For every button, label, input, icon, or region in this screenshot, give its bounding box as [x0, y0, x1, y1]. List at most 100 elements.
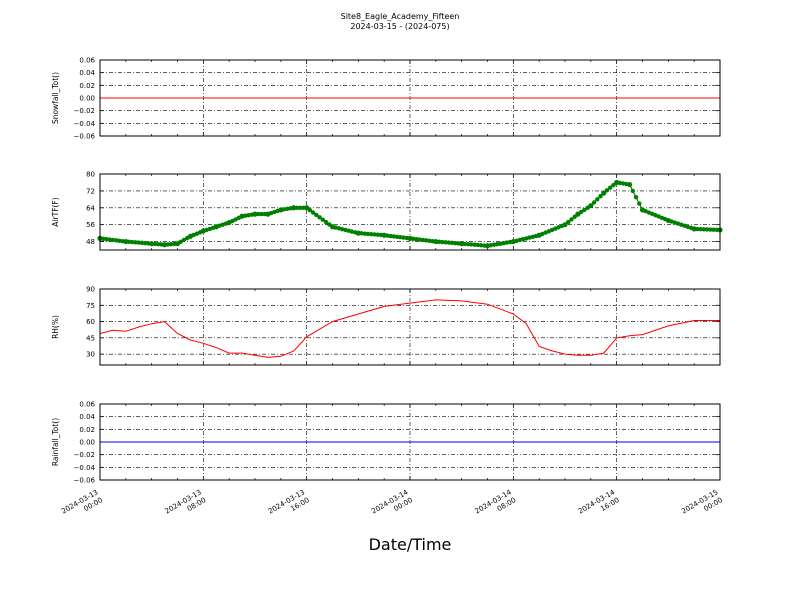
data-point: [398, 235, 403, 240]
data-point: [453, 240, 458, 246]
chart-subtitle: 2024-03-15 - (2024-075): [350, 22, 449, 31]
data-point: [704, 227, 710, 232]
data-point: [624, 181, 629, 187]
data-point: [298, 205, 303, 210]
data-point: [181, 237, 187, 243]
panel-frame: [99, 59, 721, 137]
data-point: [281, 207, 287, 212]
data-point: [423, 238, 429, 243]
data-point: [417, 237, 422, 242]
y-axis-label: Snowfall_Tot(): [51, 72, 60, 124]
y-tick-label: 0.06: [79, 401, 95, 409]
data-point: [637, 201, 642, 206]
y-tick-label: 30: [86, 351, 95, 359]
data-point: [559, 223, 564, 229]
data-point: [143, 240, 148, 246]
data-point: [394, 234, 400, 240]
data-point: [301, 205, 306, 210]
y-tick-label: 0.00: [79, 439, 95, 447]
data-point: [165, 242, 171, 247]
data-point: [598, 193, 603, 199]
data-point: [617, 180, 623, 186]
panel-3: 0.06 0.04 0.02 0.00 −0.02 −0.04 −0.06 Rainfall_…: [51, 401, 721, 485]
y-tick-label: 0.02: [79, 426, 95, 434]
data-point: [469, 242, 474, 247]
data-point: [210, 225, 216, 231]
data-point: [688, 225, 694, 231]
data-point: [249, 212, 254, 217]
data-point: [323, 219, 329, 225]
data-point: [462, 241, 468, 247]
data-point: [585, 205, 590, 210]
data-point: [414, 236, 419, 242]
data-point: [420, 237, 426, 243]
y-tick-label: 56: [86, 221, 95, 229]
data-point: [630, 188, 636, 194]
y-tick-label: 0.06: [79, 57, 95, 65]
data-point: [578, 209, 584, 215]
data-point: [582, 207, 587, 213]
y-axis-label: RH(%): [51, 315, 60, 339]
data-point: [359, 231, 364, 236]
data-point: [533, 233, 539, 239]
data-point: [695, 226, 700, 232]
data-point: [472, 242, 477, 247]
data-point: [714, 227, 719, 233]
data-point: [494, 241, 500, 247]
data-point: [133, 240, 138, 245]
data-point: [256, 211, 261, 217]
data-point: [475, 242, 481, 248]
data-point: [107, 237, 112, 242]
data-point: [243, 213, 248, 218]
data-point: [662, 216, 668, 222]
data-point: [449, 240, 455, 246]
data-point: [404, 235, 409, 241]
data-point: [507, 239, 513, 245]
data-point: [436, 239, 442, 245]
data-point: [172, 241, 177, 247]
data-point: [352, 230, 358, 235]
data-point: [375, 232, 380, 237]
y-tick-label: −0.04: [74, 464, 96, 472]
data-point: [604, 188, 610, 193]
y-tick-label: −0.02: [74, 451, 95, 459]
data-point: [430, 238, 435, 244]
data-point: [708, 227, 713, 232]
data-point: [146, 241, 151, 246]
data-point: [120, 238, 125, 244]
data-point: [595, 197, 600, 202]
data-point: [385, 233, 390, 238]
chart-title: Site8_Eagle_Academy_Fifteen: [341, 12, 460, 21]
data-point: [491, 242, 497, 247]
data-point: [110, 237, 116, 243]
data-point: [388, 233, 393, 239]
data-point: [608, 185, 613, 190]
data-point: [591, 200, 597, 205]
data-point: [314, 212, 319, 218]
data-point: [443, 240, 448, 245]
y-tick-label: 80: [86, 171, 95, 179]
data-point: [317, 215, 322, 220]
panel-frame: [99, 173, 721, 251]
data-point: [113, 238, 119, 243]
data-point: [378, 232, 384, 238]
panel-1: 80 72 64 56 48 AirTF(F): [51, 171, 723, 251]
data-point: [184, 235, 190, 241]
y-tick-label: −0.04: [74, 120, 96, 128]
data-point: [223, 221, 229, 226]
data-point: [369, 231, 374, 237]
data-point: [236, 215, 242, 221]
data-point: [633, 195, 639, 200]
data-point: [327, 222, 332, 227]
data-point: [101, 236, 106, 241]
data-point: [711, 227, 716, 232]
